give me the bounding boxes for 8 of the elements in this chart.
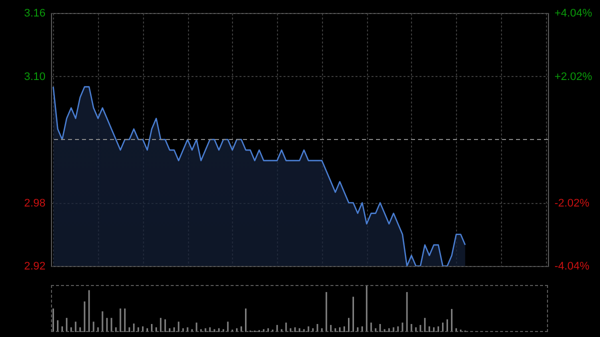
y2-tick-label: +2.02% [554, 70, 592, 83]
y2-tick-label: +4.04% [554, 8, 592, 20]
y-tick-label: 2.92 [24, 260, 46, 272]
y2-tick-label: -4.04% [554, 260, 590, 272]
y-tick-label: 3.10 [24, 70, 46, 83]
y-tick-label: 3.16 [24, 8, 46, 20]
y2-tick-label: -2.02% [554, 197, 590, 210]
y-tick-label: 2.98 [24, 197, 46, 210]
